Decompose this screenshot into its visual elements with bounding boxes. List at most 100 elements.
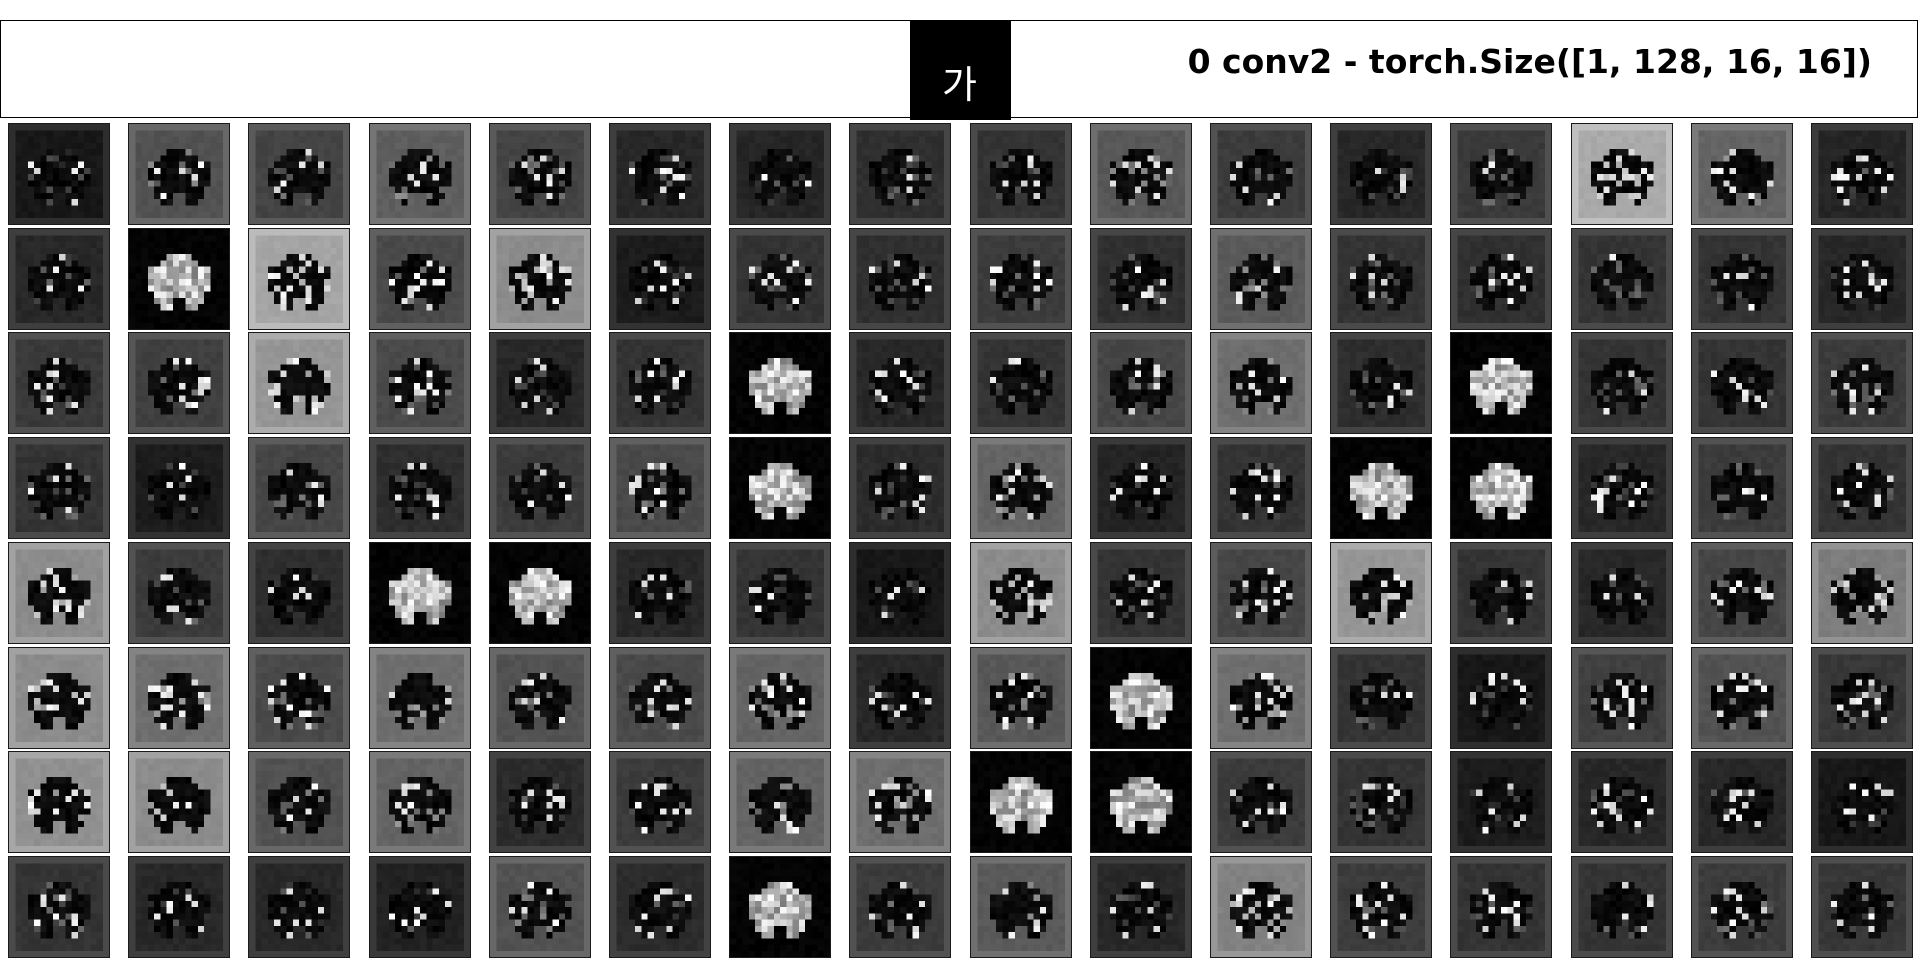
feature-map-thumbnail [489,123,591,225]
feature-map-thumbnail [729,542,831,644]
feature-map-thumbnail [8,856,110,958]
feature-map-image [1692,124,1792,224]
feature-map-image [971,543,1071,643]
feature-map-thumbnail [1330,332,1432,434]
feature-map-image [1091,333,1191,433]
feature-map-thumbnail [609,123,711,225]
feature-map-image [850,543,950,643]
feature-map-image [1812,333,1912,433]
feature-map-thumbnail [1330,123,1432,225]
feature-map-thumbnail [128,437,230,539]
feature-map-thumbnail [1330,437,1432,539]
feature-map-thumbnail [369,123,471,225]
feature-map-thumbnail [609,647,711,749]
feature-map-thumbnail [729,123,831,225]
feature-map-image [1572,124,1672,224]
feature-map-image [1572,438,1672,538]
feature-map-image [730,543,830,643]
feature-map-thumbnail [1330,751,1432,853]
feature-map-image [1451,333,1551,433]
feature-map-image [1692,438,1792,538]
feature-map-image [730,333,830,433]
feature-map-image [971,857,1071,957]
feature-map-image [1812,752,1912,852]
feature-map-thumbnail [1090,228,1192,330]
feature-map-image [249,124,349,224]
feature-map-image [370,438,470,538]
feature-map-thumbnail [248,751,350,853]
feature-map-thumbnail [849,647,951,749]
feature-map-image [490,752,590,852]
feature-map-thumbnail [609,228,711,330]
feature-map-image [249,229,349,329]
feature-map-image [610,229,710,329]
feature-map-thumbnail [849,437,951,539]
feature-map-image [850,648,950,748]
feature-map-thumbnail [248,437,350,539]
feature-map-image [249,857,349,957]
feature-map-thumbnail [1450,437,1552,539]
feature-map-image [129,229,229,329]
feature-map-thumbnail [729,332,831,434]
feature-map-thumbnail [1210,437,1312,539]
feature-map-image [490,333,590,433]
feature-map-image [490,124,590,224]
feature-map-image [1211,857,1311,957]
feature-map-image [610,124,710,224]
feature-map-thumbnail [128,647,230,749]
feature-map-thumbnail [8,123,110,225]
feature-map-image [9,438,109,538]
feature-map-thumbnail [369,228,471,330]
feature-map-image [1451,857,1551,957]
feature-map-thumbnail [8,332,110,434]
feature-map-image [730,229,830,329]
feature-map-thumbnail [609,332,711,434]
feature-map-thumbnail [1811,437,1913,539]
feature-map-image [1812,857,1912,957]
feature-map-thumbnail [1571,437,1673,539]
feature-map-thumbnail [1210,751,1312,853]
feature-map-thumbnail [1571,123,1673,225]
feature-map-thumbnail [1330,542,1432,644]
feature-map-image [249,752,349,852]
feature-map-thumbnail [248,228,350,330]
feature-map-thumbnail [1811,332,1913,434]
feature-map-image [850,752,950,852]
feature-map-image [1812,438,1912,538]
feature-map-image [1692,333,1792,433]
feature-map-thumbnail [128,751,230,853]
feature-map-thumbnail [729,751,831,853]
feature-map-image [129,752,229,852]
feature-map-thumbnail [369,647,471,749]
feature-map-image [1692,857,1792,957]
feature-map-thumbnail [849,856,951,958]
feature-map-image [129,333,229,433]
feature-map-image [971,752,1071,852]
feature-map-image [850,333,950,433]
feature-map-image [9,857,109,957]
feature-map-image [370,857,470,957]
feature-map-image [490,857,590,957]
feature-map-thumbnail [1090,332,1192,434]
feature-map-thumbnail [1571,647,1673,749]
feature-map-image [1091,229,1191,329]
input-character: 가 [942,54,979,109]
feature-map-image [1331,857,1431,957]
feature-map-image [249,438,349,538]
feature-map-thumbnail [1571,542,1673,644]
feature-map-image [1211,543,1311,643]
feature-map-image [1812,124,1912,224]
feature-map-thumbnail [248,123,350,225]
feature-map-thumbnail [970,228,1072,330]
feature-map-thumbnail [1811,856,1913,958]
feature-map-image [249,543,349,643]
feature-map-image [9,543,109,643]
feature-map-thumbnail [970,647,1072,749]
feature-map-image [1211,229,1311,329]
feature-map-image [971,124,1071,224]
feature-map-thumbnail [248,332,350,434]
feature-map-thumbnail [1450,751,1552,853]
feature-map-image [971,229,1071,329]
feature-map-image [850,124,950,224]
feature-map-image [370,543,470,643]
